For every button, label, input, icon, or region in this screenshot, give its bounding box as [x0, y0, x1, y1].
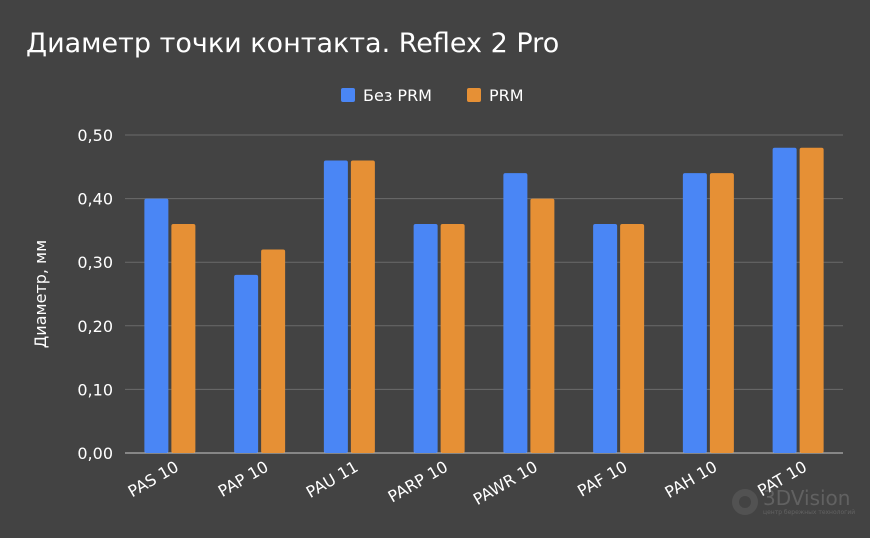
watermark-subtitle: центр бережных технологий: [763, 509, 856, 516]
bar-prm: [171, 224, 196, 453]
x-tick-label: PAH 10: [661, 457, 720, 502]
x-tick-label: PAU 11: [303, 457, 362, 502]
x-tick-label: PAWR 10: [470, 457, 541, 509]
watermark-name: 3DVision: [763, 486, 851, 510]
y-tick-label: 0,20: [77, 317, 113, 336]
y-axis-label: Диаметр, мм: [31, 240, 50, 348]
legend-swatch: [341, 88, 355, 102]
bar-prm: [350, 160, 375, 453]
legend-label: Без PRM: [363, 86, 432, 105]
bar-prm: [440, 224, 465, 453]
bar-prm: [620, 224, 645, 453]
bar-prm: [709, 173, 734, 453]
legend-swatch: [467, 88, 481, 102]
y-tick-label: 0,40: [77, 190, 113, 209]
bar-bez-prm: [323, 160, 348, 453]
bar-bez-prm: [593, 224, 618, 453]
x-tick-label: PAP 10: [215, 457, 272, 501]
watermark: 3DVision центр бережных технологий: [732, 488, 855, 516]
bar-bez-prm: [682, 173, 707, 453]
bar-bez-prm: [503, 173, 528, 453]
bar-bez-prm: [144, 198, 169, 453]
watermark-logo-icon: [732, 489, 758, 515]
legend-label: PRM: [489, 86, 524, 105]
x-tick-label: PARP 10: [385, 457, 451, 506]
bar-bez-prm: [413, 224, 438, 453]
bar-bez-prm: [234, 274, 259, 453]
bar-prm: [530, 198, 555, 453]
bar-prm: [261, 249, 286, 453]
bar-prm: [799, 147, 824, 453]
y-tick-label: 0,10: [77, 380, 113, 399]
x-tick-label: PAF 10: [574, 457, 630, 501]
chart-title: Диаметр точки контакта. Reflex 2 Pro: [26, 28, 560, 59]
y-tick-label: 0,50: [77, 126, 113, 145]
y-tick-label: 0,00: [77, 444, 113, 463]
bar-bez-prm: [772, 147, 797, 453]
y-tick-label: 0,30: [77, 253, 113, 272]
x-tick-label: PAS 10: [125, 457, 182, 501]
